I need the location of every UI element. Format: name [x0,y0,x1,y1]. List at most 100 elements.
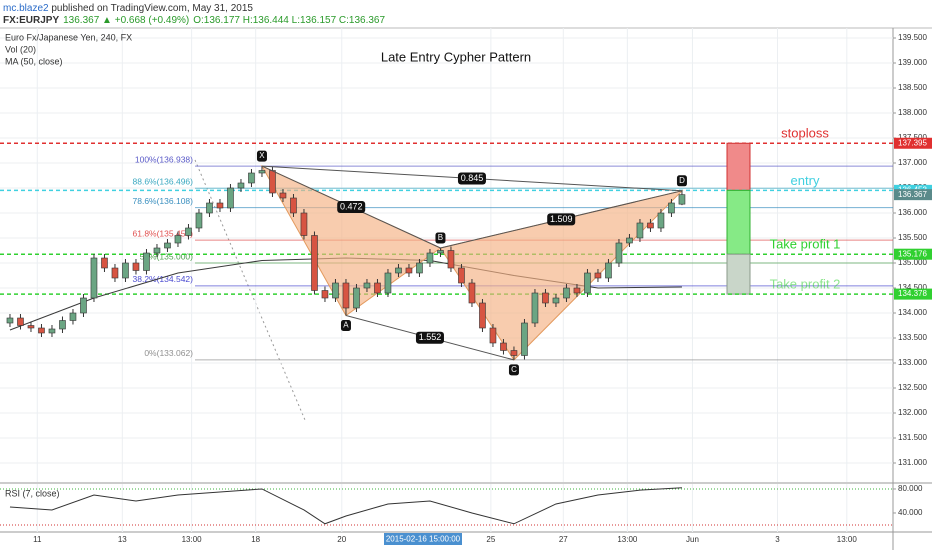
candle-body [552,297,560,304]
author[interactable]: mc.blaze2 [3,3,49,14]
y-tick-label: 139.500 [898,33,927,42]
symbol-label: Euro Fx/Japanese Yen, 240, FX [5,32,132,42]
level-label: Take profit 1 [770,237,841,252]
y-tick-label: 138.000 [898,108,927,117]
x-tick-label: 3 [775,535,780,544]
y-tick-label: 135.000 [898,258,927,267]
candle-body [678,194,686,205]
candle-body [458,267,465,284]
candle-body [143,252,150,271]
candle-body [269,170,276,194]
point-label: C [511,365,517,374]
rsi-tick-label: 80.000 [898,484,923,493]
y-tick-label: 136.000 [898,208,927,217]
header-line-2: FX:EURJPY 136.367 ▲ +0.668 (+0.49%) O:136.… [3,15,385,26]
candle-body [237,182,245,189]
y-tick-label: 134.500 [898,283,927,292]
ratio-label: 1.509 [550,214,573,224]
candle-body [195,212,203,229]
point-label: A [343,321,349,330]
candle-body [6,317,14,324]
point-box [435,232,446,244]
ohlc: O:136.177 H:136.444 L:136.157 C:136.367 [193,15,385,26]
x-tick-label: 18 [251,535,260,544]
candle-body [489,327,497,344]
fib-label: 0%(133.062) [144,348,193,358]
candle-body [174,235,182,244]
x-tick-label: 20 [337,535,346,544]
candle-body [363,282,371,289]
candle-body [258,170,266,174]
x-tick-label: 13:00 [182,535,203,544]
candle-body [216,202,224,209]
y-tick-label: 137.500 [898,133,927,142]
point-label: X [259,151,265,160]
candle-body [563,287,570,299]
candle-body [447,250,455,269]
candle-body [426,252,434,264]
candle-body [584,272,591,294]
y-tick-label: 132.500 [898,383,927,392]
main-pane: 100%(136.938) 88.6%(136.496) 78.6%(136.108… [0,126,893,376]
candle-body [668,202,675,214]
candle-body [395,267,402,274]
candle-body [342,282,350,309]
ratio-box [457,172,486,185]
published: published on TradingView.com, May 31, 20… [49,3,254,14]
fib-label: 50%(135.000) [140,251,194,261]
y-tick-label: 131.000 [898,458,927,467]
x-tick-label: Jun [686,535,699,544]
fib-label: 78.6%(136.108) [133,196,194,206]
fib-label: 88.6%(136.496) [133,176,194,186]
axes: 131.000 131.500 132.000 132.500 133.000 133.5… [33,33,932,545]
candle-body [153,247,161,254]
change: 136.367 ▲ +0.668 (+0.49%) [63,15,189,26]
x-tick-label: 27 [559,535,568,544]
candle-body [311,235,318,291]
ma-label: MA (50, close) [5,56,63,66]
candle-body [468,282,476,304]
level-tag [894,248,932,260]
ratio-box [415,331,444,344]
level-tag-label: 137.395 [898,138,927,147]
candle-body [248,172,255,184]
ratio-label: 1.552 [419,332,442,342]
candle-body [132,262,140,271]
candle-body [594,272,602,279]
chart-title: Late Entry Cypher Pattern [381,49,531,64]
candle-body [279,192,287,199]
point-label: B [438,233,443,242]
rsi-line [9,487,682,525]
fib-label: 61.8%(135.457) [133,228,194,238]
y-tick-label: 135.500 [898,233,927,242]
candle-body [521,322,528,356]
candle-body [321,290,329,299]
candle-body [500,342,507,351]
candle-body [510,350,518,356]
candle-body [17,317,24,326]
candle-body [384,272,392,294]
level-label: stoploss [781,126,829,141]
trend-line [194,159,306,421]
header-line-1: mc.blaze2 published on TradingView.com, … [3,3,253,14]
level-label: Take profit 2 [770,277,841,292]
level-tag [894,137,932,149]
candle-body [374,282,381,294]
candle-body [206,202,213,214]
y-tick-label: 133.500 [898,333,927,342]
candle-body [657,212,665,229]
x-tick-label: 25 [486,535,495,544]
candle-body [122,262,129,279]
y-tick-label: 138.500 [898,83,927,92]
ratio-label: 0.845 [461,173,484,183]
x-tick-label: 13:00 [617,535,638,544]
candle-body [479,302,486,329]
x-tick-label: 13:00 [837,535,858,544]
candle-body [647,222,654,229]
y-tick-label: 134.000 [898,308,927,317]
candle-body [405,267,413,274]
x-tick-label: 13 [118,535,127,544]
candle-body [542,292,549,304]
candle-body [531,292,539,324]
